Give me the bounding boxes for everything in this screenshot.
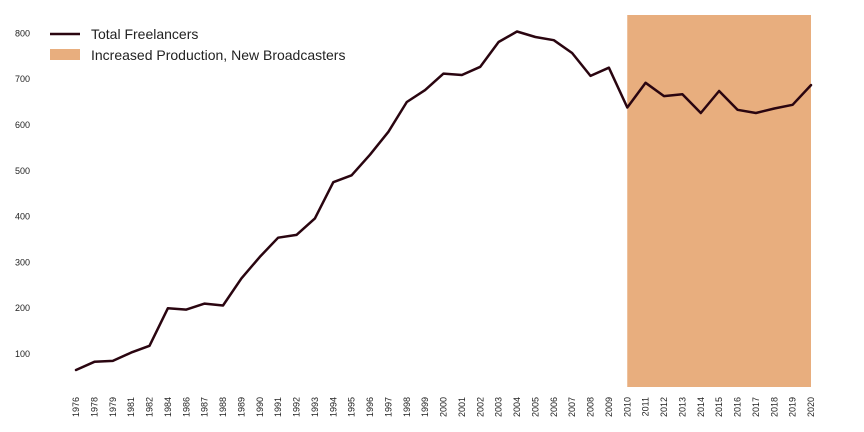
x-tick-label: 2013 (677, 397, 687, 417)
y-tick-label: 400 (15, 212, 30, 222)
y-tick-label: 200 (15, 303, 30, 313)
x-tick-label: 2009 (604, 397, 614, 417)
y-tick-label: 500 (15, 166, 30, 176)
legend: Total Freelancers Increased Production, … (50, 26, 345, 63)
y-tick-label: 300 (15, 257, 30, 267)
y-axis: 100 200 300 400 500 600 700 800 (15, 28, 30, 359)
x-tick-label: 1997 (383, 397, 393, 417)
y-tick-label: 100 (15, 349, 30, 359)
shaded-region-layer (627, 15, 811, 387)
x-tick-label: 2010 (622, 397, 632, 417)
x-tick-label: 2002 (475, 397, 485, 417)
x-tick-label: 2005 (530, 397, 540, 417)
x-tick-label: 1999 (420, 397, 430, 417)
x-tick-label: 1986 (181, 397, 191, 417)
shaded-region (627, 15, 811, 387)
x-tick-label: 1993 (310, 397, 320, 417)
x-tick-label: 1978 (89, 397, 99, 417)
x-tick-label: 1976 (71, 397, 81, 417)
x-tick-label: 1990 (255, 397, 265, 417)
x-tick-label: 2018 (769, 397, 779, 417)
x-tick-label: 2007 (567, 397, 577, 417)
x-tick-label: 2012 (659, 397, 669, 417)
x-tick-label: 2003 (494, 397, 504, 417)
y-tick-label: 800 (15, 28, 30, 38)
x-tick-label: 1991 (273, 397, 283, 417)
x-tick-label: 2020 (806, 397, 816, 417)
x-tick-label: 2016 (733, 397, 743, 417)
x-tick-label: 1994 (328, 397, 338, 417)
series-line-total-freelancers (74, 30, 813, 372)
x-tick-label: 2014 (696, 397, 706, 417)
x-tick-label: 2006 (549, 397, 559, 417)
x-tick-label: 2000 (439, 397, 449, 417)
x-tick-label: 1982 (145, 397, 155, 417)
x-tick-label: 1995 (347, 397, 357, 417)
x-tick-label: 1984 (163, 397, 173, 417)
x-tick-label: 2004 (512, 397, 522, 417)
x-tick-label: 2011 (641, 397, 651, 416)
x-tick-label: 1988 (218, 397, 228, 417)
x-tick-label: 2015 (714, 397, 724, 417)
x-tick-label: 2001 (457, 397, 467, 417)
x-tick-label: 2019 (788, 397, 798, 417)
legend-swatch-shaded-region (50, 49, 80, 60)
legend-label-shaded-region: Increased Production, New Broadcasters (91, 47, 345, 63)
x-tick-label: 1992 (292, 397, 302, 417)
x-tick-label: 2017 (751, 397, 761, 417)
x-tick-label: 1987 (200, 397, 210, 417)
x-tick-label: 1979 (108, 397, 118, 417)
x-axis: 1976 1978 1979 1981 1982 1984 1986 1987 1988 1989… (71, 397, 816, 417)
x-tick-label: 1981 (126, 397, 136, 417)
x-tick-label: 2008 (586, 397, 596, 417)
x-tick-label: 1998 (402, 397, 412, 417)
x-tick-label: 1989 (236, 397, 246, 417)
series-layer (74, 30, 813, 372)
y-tick-label: 600 (15, 120, 30, 130)
legend-label-total-freelancers: Total Freelancers (91, 26, 198, 42)
y-tick-label: 700 (15, 74, 30, 84)
x-tick-label: 1996 (365, 397, 375, 417)
